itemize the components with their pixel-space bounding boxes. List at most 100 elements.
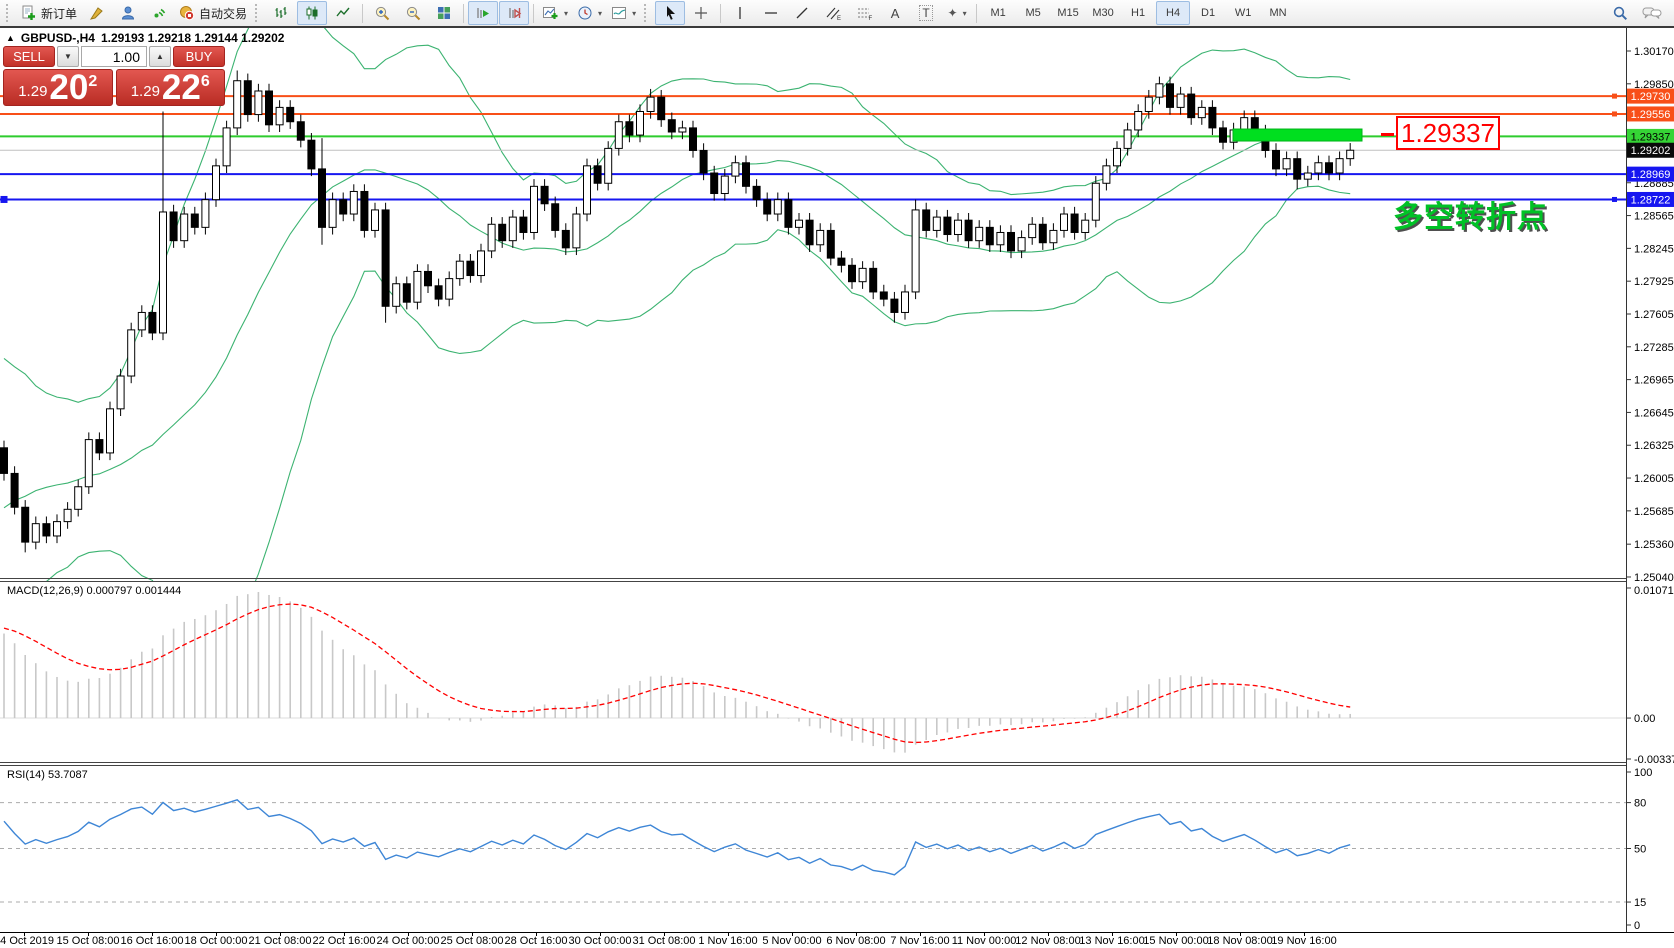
- toolbar-separator: [362, 3, 364, 23]
- time-label: 7 Nov 16:00: [890, 935, 950, 947]
- candlestick-chart-button[interactable]: [297, 1, 328, 25]
- svg-text:1.27285: 1.27285: [1634, 342, 1674, 354]
- fibonacci-button[interactable]: F: [849, 1, 879, 25]
- timeframe-D1[interactable]: D1: [1201, 7, 1216, 19]
- template-icon: [612, 7, 627, 19]
- sell-price-button[interactable]: 1.29 20 2: [3, 69, 113, 106]
- rsi-name: RSI(14): [7, 769, 45, 781]
- trendline-button[interactable]: [787, 1, 817, 25]
- symbol-period-label: GBPUSD-,H4: [20, 31, 95, 45]
- time-tick: [728, 933, 729, 936]
- collapse-arrow-icon[interactable]: ▲: [6, 33, 15, 43]
- timeframe-M5[interactable]: M5: [1025, 7, 1041, 19]
- time-label: 31 Oct 08:00: [632, 935, 696, 947]
- toolbar-grip: [255, 4, 262, 22]
- chinese-note-text[interactable]: 多空转折点: [1393, 201, 1548, 234]
- quill-icon: [89, 7, 103, 20]
- text-label-button[interactable]: T: [911, 1, 941, 25]
- line-chart-button[interactable]: [328, 1, 358, 25]
- timeframe-H1[interactable]: H1: [1131, 7, 1146, 19]
- metaeditor-button[interactable]: [82, 1, 112, 25]
- time-label: 6 Nov 08:00: [826, 935, 886, 947]
- time-axis[interactable]: 14 Oct 2019 15 Oct 08:00 16 Oct 16:00 18 Oc…: [0, 932, 1674, 948]
- time-tick: [984, 933, 985, 936]
- zoom-out-button[interactable]: [398, 1, 428, 25]
- templates-button[interactable]: ▾: [607, 1, 640, 25]
- time-tick: [472, 933, 473, 936]
- channel-button[interactable]: E: [818, 1, 848, 25]
- time-tick: [152, 933, 153, 936]
- chart-shift-button[interactable]: [499, 1, 530, 25]
- timeframe-M15[interactable]: M15: [1057, 7, 1079, 19]
- cursor-button[interactable]: [655, 1, 686, 25]
- svg-text:0.00: 0.00: [1634, 713, 1655, 725]
- volume-increase-button[interactable]: ▲: [149, 46, 171, 67]
- volume-input[interactable]: [81, 46, 147, 67]
- buy-button[interactable]: BUY: [173, 46, 225, 67]
- time-tick: [792, 933, 793, 936]
- svg-text:-0.003373: -0.003373: [1634, 754, 1674, 766]
- chat-button[interactable]: [1637, 1, 1667, 25]
- volume-decrease-button[interactable]: ▼: [57, 46, 79, 67]
- autotrading-button[interactable]: 自动交易: [175, 1, 251, 25]
- svg-text:0.010713: 0.010713: [1634, 585, 1674, 597]
- clock-icon: [578, 6, 592, 20]
- svg-text:1.29730: 1.29730: [1631, 91, 1671, 103]
- time-label: 15 Oct 08:00: [56, 935, 120, 947]
- timeframe-W1[interactable]: W1: [1234, 7, 1252, 19]
- zoom-in-button[interactable]: [367, 1, 397, 25]
- buy-label: BUY: [185, 49, 213, 64]
- vertical-line-button[interactable]: [725, 1, 755, 25]
- horizontal-line-button[interactable]: [756, 1, 786, 25]
- rsi-axis[interactable]: 100 80 50 15 0: [1626, 766, 1653, 932]
- price-callout-box[interactable]: 1.29337: [1396, 116, 1500, 150]
- timeframe-M1[interactable]: M1: [990, 7, 1006, 19]
- ohlc-values: 1.29193 1.29218 1.29144 1.29202: [100, 31, 285, 45]
- profile-button[interactable]: [113, 1, 143, 25]
- signals-button[interactable]: [144, 1, 174, 25]
- svg-text:1.26645: 1.26645: [1634, 407, 1674, 419]
- time-label: 22 Oct 16:00: [312, 935, 376, 947]
- macd-axis[interactable]: 0.010713 0.00 -0.003373: [0, 582, 1674, 766]
- time-label: 5 Nov 00:00: [762, 935, 822, 947]
- macd-panel-canvas[interactable]: 0.010713 0.00 -0.003373: [0, 582, 1674, 766]
- timeframe-MN[interactable]: MN: [1269, 7, 1287, 19]
- chart-title: ▲ GBPUSD-,H4 1.29193 1.29218 1.29144 1.2…: [6, 31, 284, 45]
- time-label: 18 Nov 08:00: [1207, 935, 1273, 947]
- periods-button[interactable]: ▾: [573, 1, 606, 25]
- timeframe-H4[interactable]: H4: [1156, 1, 1191, 25]
- time-label: 18 Oct 00:00: [184, 935, 248, 947]
- rsi-panel-canvas[interactable]: 100 80 50 15 0: [0, 766, 1674, 932]
- arrows-button[interactable]: ✦ ▾: [942, 1, 972, 25]
- rsi-level-lines: [0, 802, 1626, 903]
- svg-text:1.26965: 1.26965: [1634, 375, 1674, 387]
- bar-chart-icon: [275, 7, 287, 18]
- search-icon: [1613, 6, 1627, 20]
- new-order-button[interactable]: 新订单: [17, 1, 81, 25]
- arrows-tool-icon: ✦: [947, 6, 958, 20]
- rsi-value: 53.7087: [47, 769, 88, 781]
- new-order-label: 新订单: [41, 6, 78, 21]
- price-axis[interactable]: 1.301701.298501.295301.288851.285651.282…: [0, 28, 1674, 582]
- timeframe-M30[interactable]: M30: [1092, 7, 1114, 19]
- svg-text:1.25685: 1.25685: [1634, 506, 1674, 518]
- sell-button[interactable]: SELL: [3, 46, 55, 67]
- macd-histogram: [3, 592, 1351, 753]
- search-button[interactable]: [1605, 1, 1635, 25]
- crosshair-button[interactable]: [686, 1, 716, 25]
- auto-scroll-button[interactable]: [468, 1, 499, 25]
- time-tick: [856, 933, 857, 936]
- indicators-button[interactable]: ▾: [538, 1, 572, 25]
- text-tool-button[interactable]: A: [880, 1, 910, 25]
- svg-text:1.29556: 1.29556: [1631, 109, 1671, 121]
- tile-windows-button[interactable]: [429, 1, 459, 25]
- time-tick: [344, 933, 345, 936]
- signal-icon: [154, 8, 166, 18]
- time-tick: [1112, 933, 1113, 936]
- svg-text:15: 15: [1634, 897, 1646, 909]
- svg-text:50: 50: [1634, 844, 1646, 856]
- svg-text:1.29337: 1.29337: [1631, 131, 1671, 143]
- main-chart-canvas[interactable]: 1.301701.298501.295301.288851.285651.282…: [0, 28, 1674, 582]
- buy-price-button[interactable]: 1.29 22 6: [115, 69, 225, 106]
- bar-chart-button[interactable]: [266, 1, 296, 25]
